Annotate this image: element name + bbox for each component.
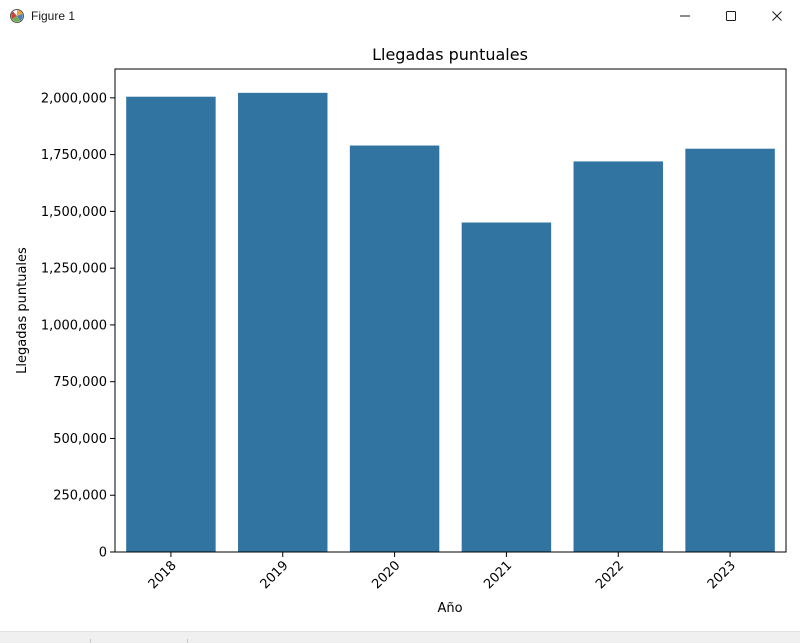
window-controls (662, 0, 800, 31)
status-bar (0, 631, 800, 643)
bar-2023 (685, 148, 775, 553)
y-tick-label: 1,250,000 (41, 262, 107, 277)
x-axis-label: Año (437, 601, 462, 616)
bar-2018 (126, 96, 216, 553)
x-tick-label: 2022 (593, 558, 627, 592)
x-tick-label: 2021 (481, 558, 515, 592)
y-tick-label: 1,000,000 (41, 318, 107, 333)
status-separator (90, 639, 91, 643)
chart-title: Llegadas puntuales (372, 45, 528, 64)
window-title: Figure 1 (31, 8, 76, 23)
y-tick-label: 750,000 (53, 375, 107, 390)
y-tick-label: 500,000 (53, 432, 107, 447)
axes-frame (114, 68, 787, 553)
x-tick-label: 2018 (146, 558, 180, 592)
bar-2021 (461, 222, 552, 552)
close-icon (772, 10, 782, 21)
y-tick-label: 250,000 (53, 489, 107, 504)
bar-2019 (238, 92, 328, 552)
maximize-button[interactable] (708, 0, 754, 31)
figure-canvas: Llegadas puntuales 0 250,000 500,000 750,00… (0, 31, 800, 631)
minimize-icon (680, 15, 690, 16)
matplotlib-icon (9, 8, 25, 24)
maximize-icon (726, 10, 736, 21)
y-tick-label: 2,000,000 (41, 91, 107, 106)
bar-2022 (573, 161, 663, 552)
minimize-button[interactable] (662, 0, 708, 31)
x-tick-label: 2020 (369, 558, 403, 592)
y-axis-label: Llegadas puntuales (15, 247, 30, 374)
close-button[interactable] (754, 0, 800, 31)
status-separator (187, 639, 188, 643)
x-tick-label: 2019 (258, 558, 292, 592)
y-tick-label: 1,500,000 (41, 205, 107, 220)
y-tick-label: 0 (99, 546, 107, 561)
x-tick-label: 2023 (705, 558, 739, 592)
bar-chart: Llegadas puntuales 0 250,000 500,000 750,00… (15, 45, 787, 616)
y-tick-label: 1,750,000 (41, 148, 107, 163)
window-titlebar: Figure 1 (0, 0, 800, 32)
bar-2020 (349, 145, 440, 552)
